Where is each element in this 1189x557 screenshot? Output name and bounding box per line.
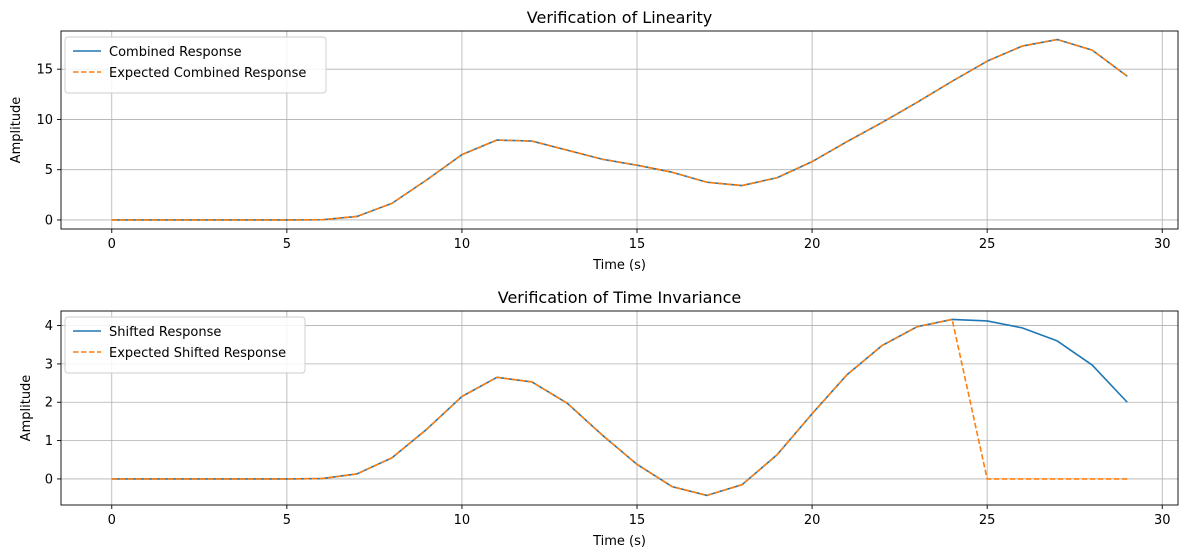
legend: Shifted Response Expected Shifted Respons… [64, 316, 306, 374]
x-tick-label: 15 [629, 237, 646, 252]
y-tick-label: 15 [36, 63, 53, 78]
series-line-expected [111, 318, 1128, 497]
x-tick-label: 30 [1154, 513, 1171, 528]
x-axis-label: Time (s) [592, 534, 646, 549]
x-tick-label: 20 [804, 513, 821, 528]
y-tick-label: 10 [36, 113, 53, 128]
x-tick-label: 25 [979, 237, 996, 252]
legend-label: Expected Shifted Response [109, 346, 286, 361]
y-axis-label: Amplitude [9, 97, 24, 164]
y-tick-label: 2 [45, 396, 53, 411]
x-tick-label: 10 [454, 237, 471, 252]
time-invariance-subplot: 0 5 10 15 20 25 30 0 1 2 3 4 Verification of Time In… [19, 288, 1179, 549]
series-line-expected [111, 38, 1128, 221]
x-tick-label: 20 [804, 237, 821, 252]
x-tick-label: 0 [108, 513, 116, 528]
chart-title: Verification of Linearity [527, 8, 712, 27]
axes-frame [60, 310, 1179, 506]
y-tick-label: 0 [45, 472, 53, 487]
legend-label: Expected Combined Response [109, 66, 306, 81]
x-tick-label: 25 [979, 513, 996, 528]
y-tick-label: 0 [45, 213, 53, 228]
x-tick-label: 10 [454, 513, 471, 528]
chart-title: Verification of Time Invariance [498, 288, 741, 307]
y-tick-label: 5 [45, 163, 53, 178]
axes-frame [60, 30, 1179, 230]
legend: Combined Response Expected Combined Respo… [64, 36, 327, 94]
x-tick-label: 30 [1154, 237, 1171, 252]
x-tick-label: 15 [629, 513, 646, 528]
y-tick-label: 1 [45, 434, 53, 449]
x-tick-label: 5 [283, 237, 291, 252]
legend-label: Shifted Response [109, 325, 221, 340]
legend-label: Combined Response [109, 45, 242, 60]
legend-box [64, 36, 327, 94]
linearity-subplot: 0 5 10 15 20 25 30 0 5 10 15 Verification of Linear… [9, 8, 1179, 273]
x-axis-label: Time (s) [592, 258, 646, 273]
y-axis-label: Amplitude [19, 375, 34, 442]
x-tick-label: 5 [283, 513, 291, 528]
x-tick-label: 0 [108, 237, 116, 252]
legend-box [64, 316, 306, 374]
y-tick-label: 3 [45, 357, 53, 372]
y-tick-label: 4 [45, 319, 53, 334]
